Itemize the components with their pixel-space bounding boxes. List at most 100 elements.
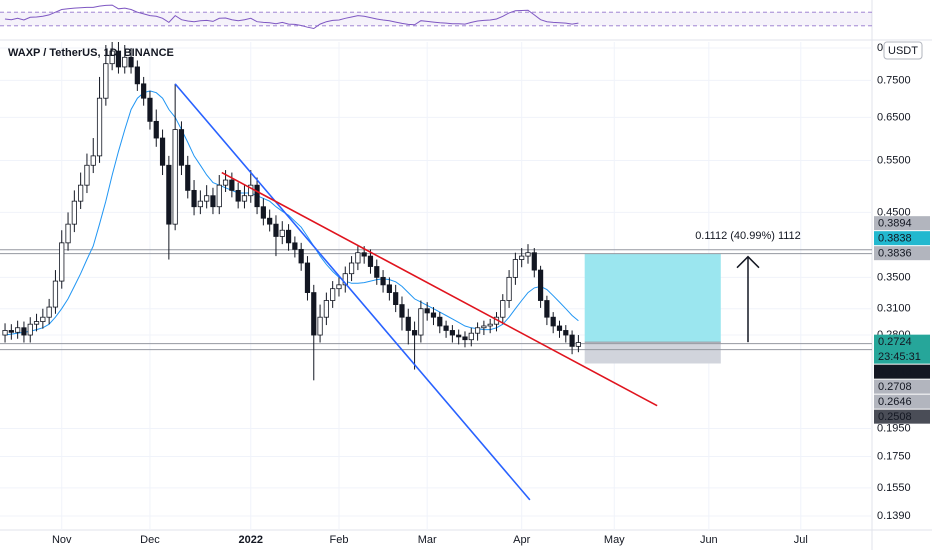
- candle-body: [311, 292, 317, 336]
- candle-body: [235, 189, 241, 202]
- candle-body: [178, 129, 185, 166]
- y-tick-label: 0.1750: [877, 450, 911, 462]
- candle-body: [185, 164, 191, 191]
- candle-body: [15, 327, 21, 333]
- candle-body: [512, 259, 518, 278]
- candle-body: [191, 189, 197, 208]
- candle-body: [84, 164, 90, 186]
- price-label: 0.3836: [878, 248, 912, 260]
- candle-body: [260, 206, 266, 219]
- candle-body: [172, 129, 178, 225]
- y-tick-label: 0.4500: [877, 206, 911, 218]
- candle-body: [248, 184, 254, 197]
- candle-body: [128, 56, 134, 68]
- candle-body: [153, 120, 159, 139]
- candle-body: [134, 66, 140, 85]
- x-tick-label: Mar: [418, 534, 437, 546]
- position-profit: [584, 253, 721, 343]
- candle-body: [109, 50, 115, 65]
- candle-body: [405, 316, 411, 331]
- candle-body: [342, 273, 348, 286]
- candle-body: [399, 304, 405, 318]
- candle-body: [430, 312, 437, 318]
- x-tick-label: Feb: [329, 534, 348, 546]
- x-tick-label: Nov: [52, 534, 72, 546]
- candle-body: [500, 300, 506, 318]
- price-label-box: [874, 334, 930, 364]
- candle-body: [374, 266, 380, 278]
- price-label-box: [874, 379, 930, 394]
- candle-body: [285, 229, 292, 244]
- candle-body: [443, 325, 449, 331]
- candle-body: [330, 288, 336, 301]
- price-label: 0.2708: [878, 381, 912, 393]
- candle-body: [90, 155, 96, 166]
- candle-body: [273, 223, 279, 237]
- candle-body: [27, 323, 33, 336]
- candle-body: [348, 262, 355, 275]
- candle-body: [159, 137, 166, 166]
- candle-body: [393, 292, 399, 305]
- candle-body: [210, 195, 216, 208]
- candle-body: [563, 330, 569, 336]
- candle-body: [298, 248, 304, 264]
- candle-body: [323, 300, 329, 318]
- candle-body: [367, 255, 374, 267]
- y-tick-label: 0.5500: [877, 154, 911, 166]
- candle-body: [40, 316, 46, 322]
- trendline: [221, 171, 658, 407]
- candle-body: [531, 252, 537, 271]
- candle-body: [336, 284, 342, 290]
- candle-body: [411, 330, 418, 336]
- chart-title: WAXP / TetherUS, 1D, BINANCE: [8, 47, 174, 59]
- y-tick-label: 0.3100: [877, 303, 911, 315]
- candle-body: [462, 336, 468, 341]
- price-label: 0.3894: [878, 218, 912, 230]
- price-label: 0.2724: [878, 336, 912, 348]
- price-label: 0.2646: [878, 396, 912, 408]
- rsi-line: [4, 4, 579, 30]
- candle-body: [46, 306, 52, 318]
- price-label-box: [874, 409, 930, 424]
- candle-body: [525, 252, 531, 257]
- candle-body: [317, 316, 323, 336]
- axes: 0.85000.75000.65000.55000.45000.35000.31…: [52, 41, 923, 546]
- candle-body: [569, 334, 575, 347]
- candle-body: [254, 184, 260, 208]
- candle-body: [241, 195, 248, 202]
- candle-body: [519, 255, 525, 260]
- price-label-box: [874, 394, 930, 409]
- candle-body: [437, 316, 443, 327]
- candle-body: [481, 325, 487, 329]
- y-tick-label: 0.6500: [877, 111, 911, 123]
- candle-body: [279, 229, 285, 237]
- candle-body: [575, 342, 581, 347]
- candle-body: [487, 323, 493, 327]
- candle-body: [103, 63, 109, 99]
- candle-body: [21, 327, 27, 336]
- y-tick-label: 0.3500: [877, 271, 911, 283]
- candle-body: [115, 50, 122, 68]
- x-tick-label: May: [604, 534, 625, 546]
- candle-body: [65, 223, 71, 244]
- candle-body: [147, 97, 153, 122]
- candle-body: [424, 308, 430, 314]
- y-tick-label: 0.7500: [877, 74, 911, 86]
- candle-body: [468, 332, 474, 341]
- y-tick-label: 0.1950: [877, 422, 911, 434]
- candle-body: [380, 276, 386, 286]
- candle-body: [96, 97, 103, 157]
- candle-body: [556, 325, 563, 331]
- x-tick-label: Jun: [700, 534, 718, 546]
- candle-body: [197, 200, 203, 208]
- candle-body: [141, 83, 147, 99]
- price-countdown: 23:45:31: [878, 351, 921, 363]
- price-label: 0.3838: [878, 233, 912, 245]
- position-arrow-head: [736, 255, 760, 269]
- candle-body: [304, 262, 311, 293]
- candle-body: [216, 184, 222, 208]
- candle-body: [78, 184, 84, 202]
- candle-body: [537, 269, 544, 301]
